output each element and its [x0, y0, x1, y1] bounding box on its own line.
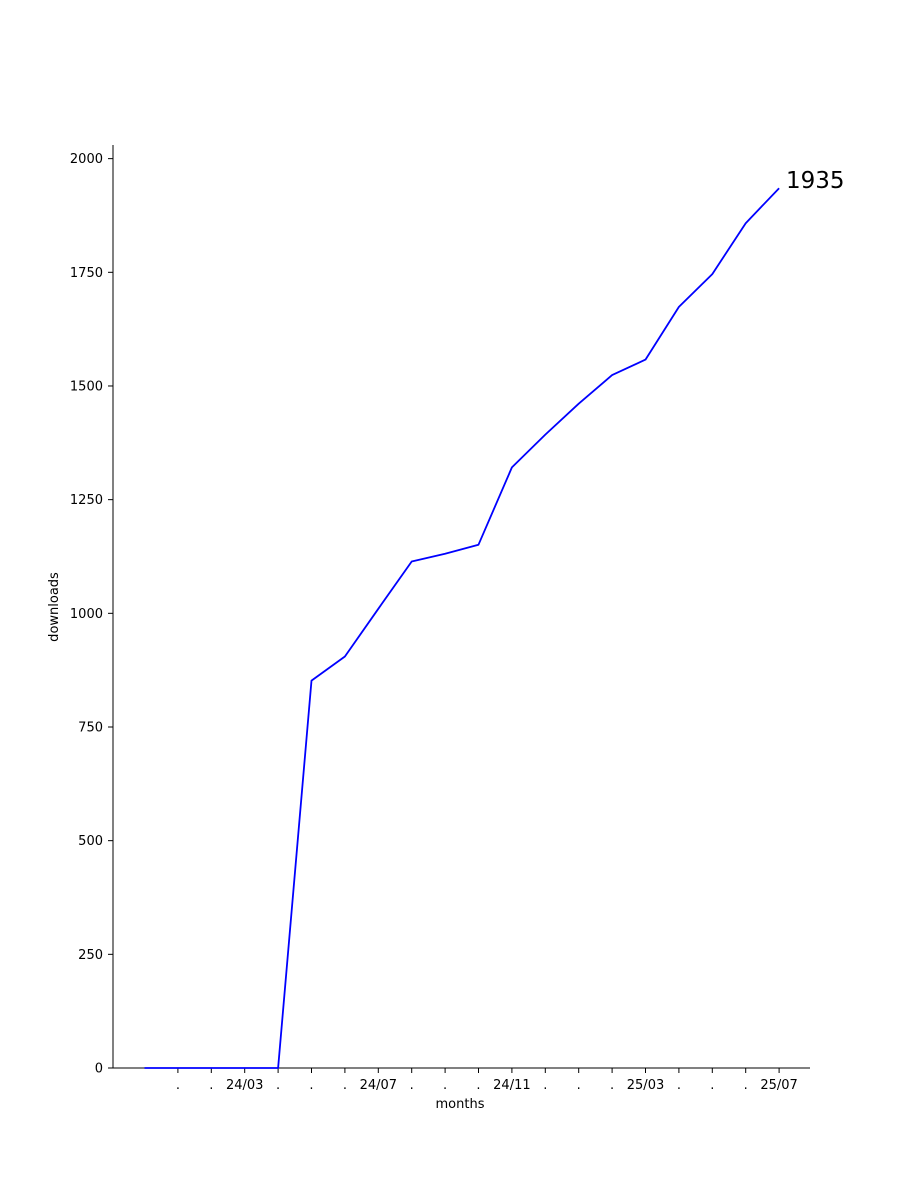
y-tick-label: 1250 [70, 493, 103, 508]
y-tick-label: 2000 [70, 152, 103, 167]
y-tick-label: 1750 [70, 266, 103, 281]
y-tick-label: 500 [78, 834, 103, 849]
x-tick-label: . [410, 1078, 414, 1093]
x-tick-label: . [443, 1078, 447, 1093]
downloads-series-line [144, 187, 780, 1069]
x-tick-label: . [543, 1078, 547, 1093]
x-axis-label: months [436, 1097, 485, 1112]
x-tick-label: 24/03 [226, 1078, 263, 1093]
x-tick-label: . [276, 1078, 280, 1093]
x-tick-label: 24/07 [360, 1078, 397, 1093]
x-tick-label: 25/03 [627, 1078, 664, 1093]
y-tick-label: 250 [78, 948, 103, 963]
x-tick-label: . [309, 1078, 313, 1093]
y-tick-label: 1500 [70, 379, 103, 394]
x-tick-label: . [476, 1078, 480, 1093]
y-tick-label: 1000 [70, 607, 103, 622]
y-axis-label: downloads [47, 572, 62, 642]
x-tick-label: 25/07 [760, 1078, 797, 1093]
x-tick-label: . [610, 1078, 614, 1093]
x-tick-label: . [744, 1078, 748, 1093]
x-tick-label: . [209, 1078, 213, 1093]
x-tick-label: . [176, 1078, 180, 1093]
x-tick-label: . [577, 1078, 581, 1093]
series-layer [144, 187, 780, 1069]
x-tick-label: . [710, 1078, 714, 1093]
x-tick-label: . [677, 1078, 681, 1093]
x-tick-label: 24/11 [493, 1078, 530, 1093]
y-tick-label: 0 [95, 1062, 103, 1077]
x-tick-label: . [343, 1078, 347, 1093]
y-ticks: 0 250 500 750 1000 1250 1500 1750 2000 [70, 152, 113, 1077]
y-tick-label: 750 [78, 720, 103, 735]
x-ticks: .. 24/03... 24/07... 24/11... 25/03... 25/07 [176, 1068, 798, 1093]
end-value-label: 1935 [786, 168, 845, 194]
